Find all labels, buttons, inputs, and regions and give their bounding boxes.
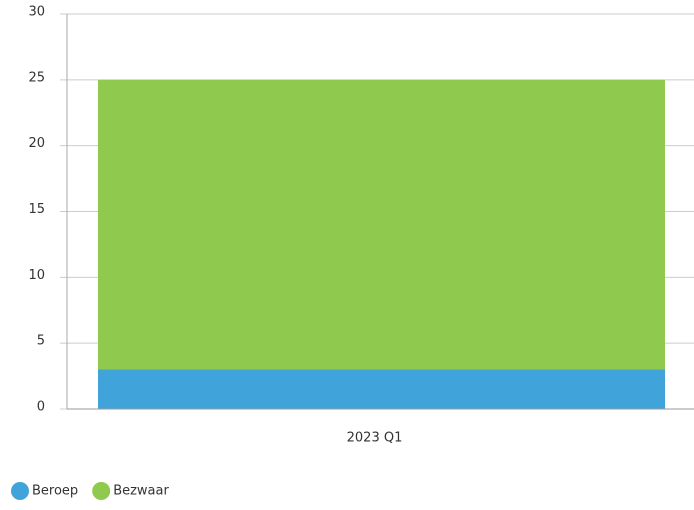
y-tick-label: 0 (37, 400, 45, 415)
x-tick-label: 2023 Q1 (347, 431, 403, 446)
bar-segment (98, 369, 665, 409)
legend-marker (92, 482, 111, 500)
y-tick-label: 30 (28, 5, 45, 20)
legend-label: Beroep (32, 484, 78, 499)
y-tick-label: 20 (28, 136, 45, 151)
y-tick-label: 25 (28, 70, 45, 85)
y-tick-label: 5 (37, 334, 45, 349)
legend-marker (11, 482, 29, 500)
bar-segment (98, 79, 665, 370)
y-tick-label: 15 (28, 202, 45, 217)
y-tick-label: 10 (28, 268, 45, 283)
legend-label: Bezwaar (113, 484, 169, 499)
